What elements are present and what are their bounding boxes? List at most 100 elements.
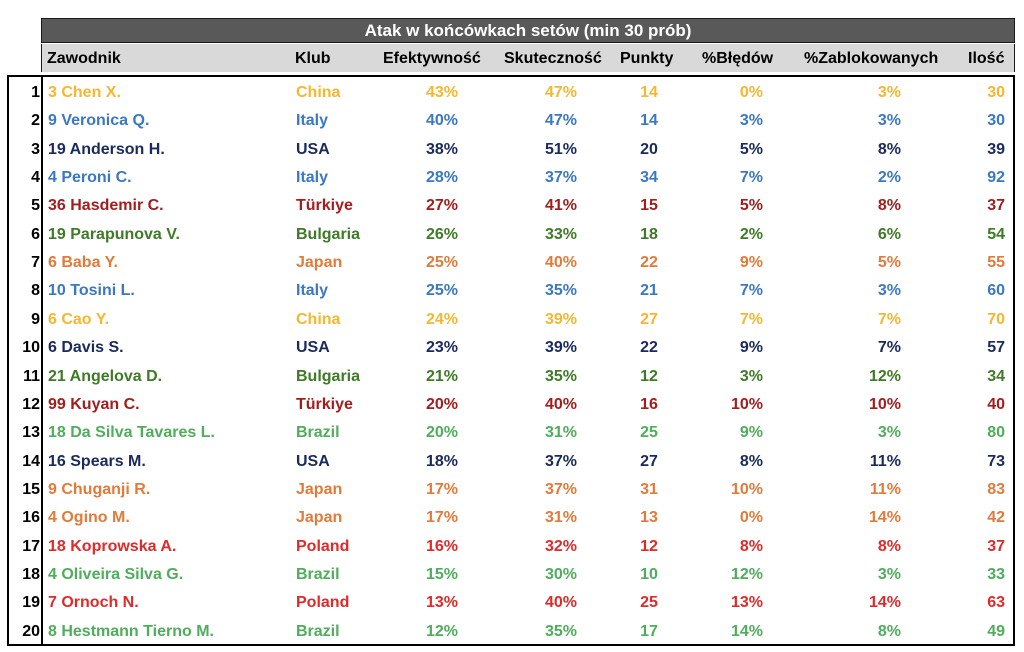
points-value: 27 (640, 452, 658, 470)
blocked-value: 6% (877, 225, 901, 243)
blocked-value: 3% (877, 112, 901, 130)
club-name: Brazil (296, 424, 340, 442)
attempts-value: 55 (987, 254, 1005, 272)
table-row: 4 Oliveira Silva G. Brazil 15% 30% 10 12% 3% 33 (43, 560, 1013, 588)
rank-number: 15 (22, 480, 40, 498)
errors-value: 3% (739, 112, 763, 130)
errors-value: 5% (739, 197, 763, 215)
player-name: 16 Spears M. (48, 452, 146, 470)
efficiency-value: 17% (425, 509, 458, 527)
effectiveness-value: 40% (544, 254, 577, 272)
efficiency-value: 13% (425, 594, 458, 612)
effectiveness-value: 31% (544, 424, 577, 442)
table-row: 6 Davis S. USA 23% 39% 22 9% 7% 57 (43, 333, 1013, 361)
blocked-value: 2% (877, 169, 901, 187)
blocked-value: 3% (877, 424, 901, 442)
attempts-value: 70 (987, 310, 1005, 328)
errors-value: 0% (739, 509, 763, 527)
errors-value: 0% (739, 84, 763, 101)
blocked-value: 12% (868, 367, 901, 385)
errors-value: 12% (730, 565, 763, 583)
rank-number: 1 (31, 84, 40, 101)
errors-value: 13% (730, 594, 763, 612)
points-value: 25 (640, 594, 658, 612)
attempts-value: 57 (987, 339, 1005, 357)
effectiveness-value: 33% (544, 225, 577, 243)
effectiveness-value: 47% (544, 84, 577, 101)
blocked-value: 8% (877, 197, 901, 215)
points-value: 14 (640, 84, 658, 101)
blocked-value: 8% (877, 537, 901, 555)
attempts-value: 54 (987, 225, 1005, 243)
errors-value: 7% (739, 282, 763, 300)
player-name: 6 Davis S. (48, 339, 124, 357)
player-name: 36 Hasdemir C. (48, 197, 164, 215)
rank-number: 17 (22, 537, 40, 555)
player-name: 7 Ornoch N. (48, 594, 139, 612)
player-name: 4 Peroni C. (48, 169, 132, 187)
blocked-value: 8% (877, 140, 901, 158)
points-value: 12 (640, 537, 658, 555)
blocked-value: 14% (868, 509, 901, 527)
player-name: 9 Chuganji R. (48, 480, 151, 498)
effectiveness-value: 40% (544, 594, 577, 612)
blocked-value: 8% (877, 622, 901, 640)
header-effectiveness: Skuteczność (504, 50, 602, 67)
table-row: 6 Cao Y. China 24% 39% 27 7% 7% 70 (43, 305, 1013, 333)
attempts-value: 92 (987, 169, 1005, 187)
table-header-row: Zawodnik Klub Efektywność Skuteczność Pu… (41, 44, 1015, 72)
table-title: Atak w końcówkach setów (min 30 prób) (41, 18, 1015, 43)
player-name: 18 Koprowska A. (48, 537, 177, 555)
points-value: 20 (640, 140, 658, 158)
rank-number: 2 (31, 112, 40, 130)
efficiency-value: 28% (425, 169, 458, 187)
rank-number: 7 (31, 254, 40, 272)
errors-value: 9% (739, 339, 763, 357)
rank-number: 6 (31, 225, 40, 243)
player-name: 10 Tosini L. (48, 282, 135, 300)
attempts-value: 30 (987, 84, 1005, 101)
points-value: 17 (640, 622, 658, 640)
attempts-value: 40 (987, 395, 1005, 413)
table-row: 8 Hestmann Tierno M. Brazil 12% 35% 17 14% 8% 4… (43, 617, 1013, 645)
points-value: 16 (640, 395, 658, 413)
effectiveness-value: 35% (544, 367, 577, 385)
effectiveness-value: 41% (544, 197, 577, 215)
attempts-value: 49 (987, 622, 1005, 640)
rank-number: 19 (22, 594, 40, 612)
player-name: 19 Anderson H. (48, 140, 165, 158)
club-name: USA (296, 140, 330, 158)
club-name: Brazil (296, 622, 340, 640)
club-name: Japan (296, 254, 343, 272)
effectiveness-value: 30% (544, 565, 577, 583)
points-value: 22 (640, 254, 658, 272)
attempts-value: 42 (987, 509, 1005, 527)
table-row: 18 Koprowska A. Poland 16% 32% 12 8% 8% 37 (43, 532, 1013, 560)
efficiency-value: 16% (425, 537, 458, 555)
effectiveness-value: 47% (544, 112, 577, 130)
player-name: 8 Hestmann Tierno M. (48, 622, 214, 640)
effectiveness-value: 35% (544, 622, 577, 640)
attempts-value: 80 (987, 424, 1005, 442)
club-name: USA (296, 339, 330, 357)
blocked-value: 3% (877, 565, 901, 583)
errors-value: 14% (730, 622, 763, 640)
efficiency-value: 23% (425, 339, 458, 357)
errors-value: 10% (730, 395, 763, 413)
club-name: USA (296, 452, 330, 470)
efficiency-value: 26% (425, 225, 458, 243)
blocked-value: 10% (868, 395, 901, 413)
errors-value: 7% (739, 310, 763, 328)
player-name: 21 Angelova D. (48, 367, 163, 385)
blocked-value: 3% (877, 84, 901, 101)
blocked-value: 7% (877, 310, 901, 328)
table-row: 19 Anderson H. USA 38% 51% 20 5% 8% 39 (43, 135, 1013, 163)
rank-column: 1 2 3 4 5 6 7 8 9 10 11 12 13 14 15 16 17 18 19 20 (7, 75, 42, 646)
points-value: 25 (640, 424, 658, 442)
player-name: 6 Cao Y. (48, 310, 110, 328)
efficiency-value: 43% (425, 84, 458, 101)
header-club: Klub (295, 50, 331, 67)
effectiveness-value: 37% (544, 169, 577, 187)
club-name: Japan (296, 480, 343, 498)
